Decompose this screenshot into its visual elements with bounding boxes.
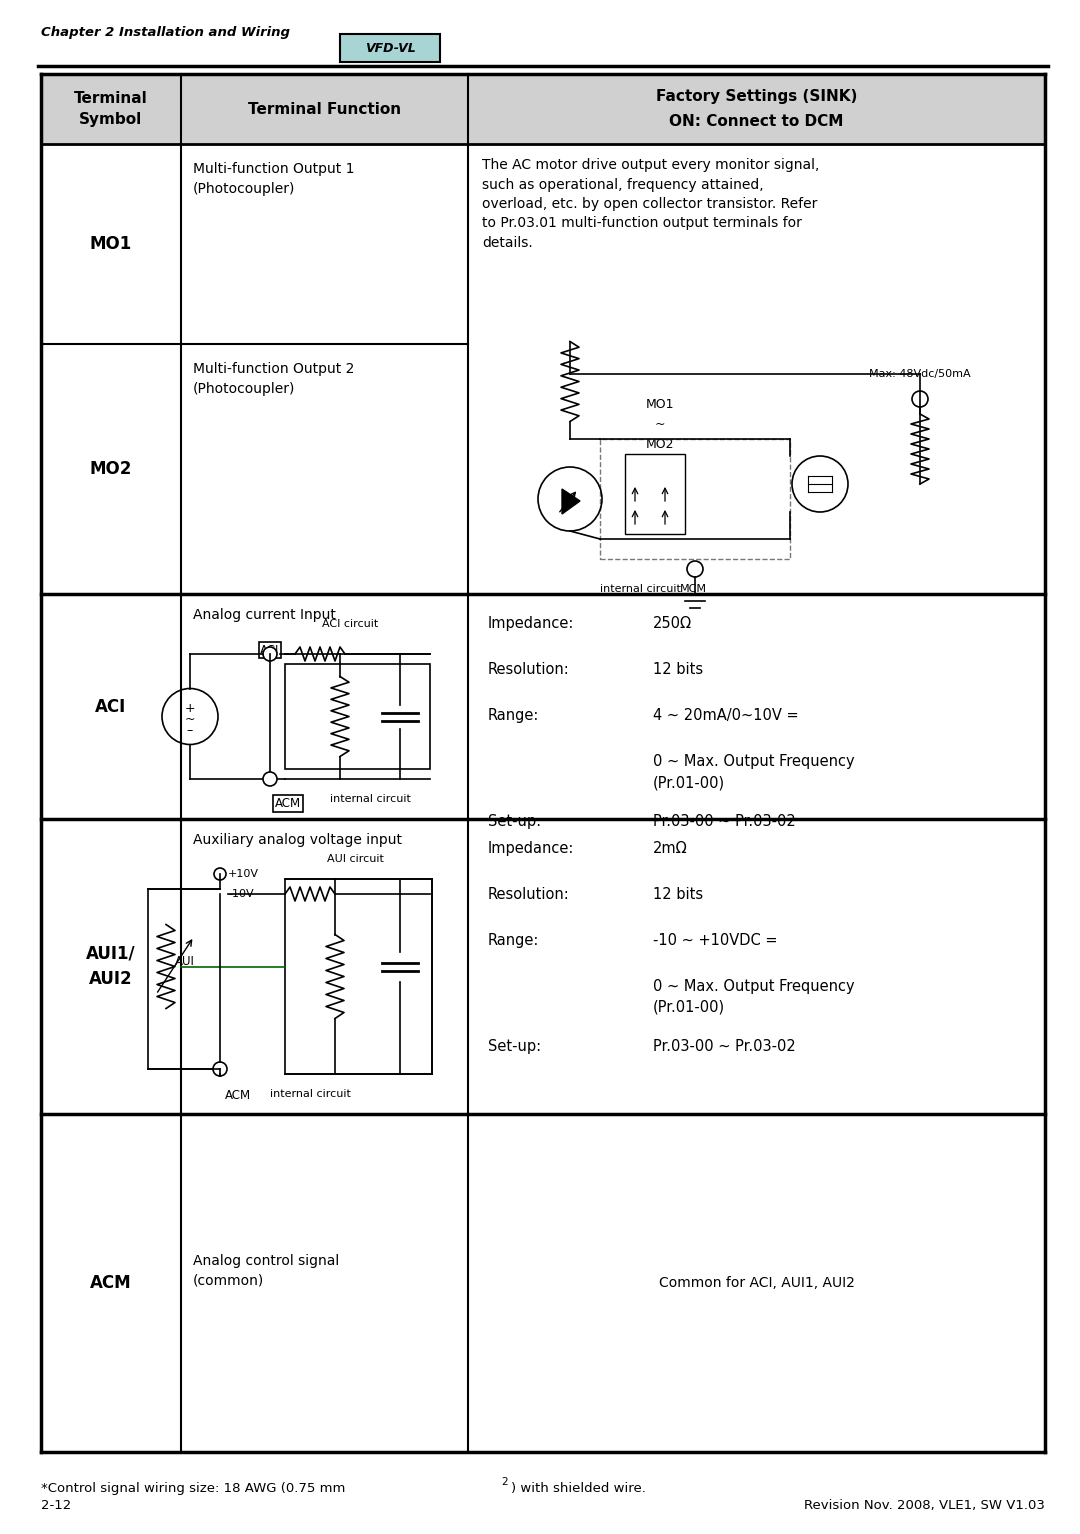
Text: Revision Nov. 2008, VLE1, SW V1.03: Revision Nov. 2008, VLE1, SW V1.03 xyxy=(805,1499,1045,1513)
Text: -10 ~ +10VDC =: -10 ~ +10VDC = xyxy=(653,933,778,948)
Text: ACI: ACI xyxy=(260,643,280,657)
Bar xyxy=(41,74,1045,144)
Text: ACM: ACM xyxy=(225,1089,252,1101)
Text: ACI circuit: ACI circuit xyxy=(322,620,378,629)
Circle shape xyxy=(214,868,226,881)
Text: 2: 2 xyxy=(501,1477,508,1486)
Text: Range:: Range: xyxy=(488,933,539,948)
Circle shape xyxy=(264,647,276,661)
Text: internal circuit: internal circuit xyxy=(330,795,410,804)
Text: -10V: -10V xyxy=(228,890,254,899)
Text: +: + xyxy=(185,703,195,715)
Text: 2-12: 2-12 xyxy=(41,1499,71,1513)
Text: Impedance:: Impedance: xyxy=(488,617,575,630)
Text: 12 bits: 12 bits xyxy=(653,887,703,902)
Bar xyxy=(625,454,685,534)
Text: Range:: Range: xyxy=(488,709,539,723)
Text: AUI: AUI xyxy=(175,956,194,968)
Text: Terminal Function: Terminal Function xyxy=(248,101,401,117)
Polygon shape xyxy=(562,489,580,514)
Text: internal circuit: internal circuit xyxy=(270,1089,351,1098)
Text: Set-up:: Set-up: xyxy=(488,815,541,828)
Circle shape xyxy=(213,1062,227,1075)
Text: *Control signal wiring size: 18 AWG (0.75 mm: *Control signal wiring size: 18 AWG (0.7… xyxy=(41,1482,346,1496)
Text: The AC motor drive output every monitor signal,
such as operational, frequency a: The AC motor drive output every monitor … xyxy=(482,158,820,250)
Text: +10V: +10V xyxy=(228,868,259,879)
Text: –: – xyxy=(187,724,193,736)
Text: Factory Settings (SINK)
ON: Connect to DCM: Factory Settings (SINK) ON: Connect to D… xyxy=(656,89,858,129)
Text: Resolution:: Resolution: xyxy=(488,887,570,902)
Text: Max: 48Vdc/50mA: Max: 48Vdc/50mA xyxy=(869,370,971,379)
Text: Terminal
Symbol: Terminal Symbol xyxy=(75,91,148,127)
Text: 0 ~ Max. Output Frequency
(Pr.01-00): 0 ~ Max. Output Frequency (Pr.01-00) xyxy=(653,979,854,1016)
Text: MCM: MCM xyxy=(680,584,707,594)
Text: Multi-function Output 2
(Photocoupler): Multi-function Output 2 (Photocoupler) xyxy=(193,362,354,396)
Text: ~: ~ xyxy=(185,713,195,726)
Text: MO1: MO1 xyxy=(90,235,132,253)
Bar xyxy=(340,34,440,61)
Text: Set-up:: Set-up: xyxy=(488,1039,541,1054)
Bar xyxy=(285,879,432,1074)
Text: Pr.03-00 ~ Pr.03-02: Pr.03-00 ~ Pr.03-02 xyxy=(653,1039,796,1054)
Text: ACM: ACM xyxy=(91,1275,132,1292)
Text: MO1: MO1 xyxy=(646,397,674,411)
Text: Resolution:: Resolution: xyxy=(488,663,570,676)
Text: MO2: MO2 xyxy=(90,460,132,479)
Text: Impedance:: Impedance: xyxy=(488,841,575,856)
Text: VFD-VL: VFD-VL xyxy=(365,41,416,55)
Text: Chapter 2 Installation and Wiring: Chapter 2 Installation and Wiring xyxy=(41,26,291,38)
Text: ACM: ACM xyxy=(275,798,301,810)
Text: Multi-function Output 1
(Photocoupler): Multi-function Output 1 (Photocoupler) xyxy=(193,163,354,195)
Bar xyxy=(600,439,789,558)
Circle shape xyxy=(264,772,276,785)
Text: 12 bits: 12 bits xyxy=(653,663,703,676)
Bar xyxy=(285,664,430,769)
Text: ACI: ACI xyxy=(95,698,126,715)
Text: MO2: MO2 xyxy=(646,437,674,451)
Text: Analog control signal
(common): Analog control signal (common) xyxy=(193,1255,339,1287)
Text: internal circuit: internal circuit xyxy=(600,584,680,594)
Text: 4 ~ 20mA/0~10V =: 4 ~ 20mA/0~10V = xyxy=(653,709,798,723)
Text: 2mΩ: 2mΩ xyxy=(653,841,688,856)
Text: 0 ~ Max. Output Frequency
(Pr.01-00): 0 ~ Max. Output Frequency (Pr.01-00) xyxy=(653,755,854,790)
Text: Auxiliary analog voltage input: Auxiliary analog voltage input xyxy=(193,833,402,847)
Text: Analog current Input: Analog current Input xyxy=(193,607,336,621)
Text: ~: ~ xyxy=(654,417,665,431)
Text: ) with shielded wire.: ) with shielded wire. xyxy=(511,1482,646,1496)
Text: Pr.03-00 ~ Pr.03-02: Pr.03-00 ~ Pr.03-02 xyxy=(653,815,796,828)
Text: AUI1/
AUI2: AUI1/ AUI2 xyxy=(86,945,136,988)
Text: 250Ω: 250Ω xyxy=(653,617,692,630)
Text: Common for ACI, AUI1, AUI2: Common for ACI, AUI1, AUI2 xyxy=(659,1276,854,1290)
Text: AUI circuit: AUI circuit xyxy=(326,854,383,864)
